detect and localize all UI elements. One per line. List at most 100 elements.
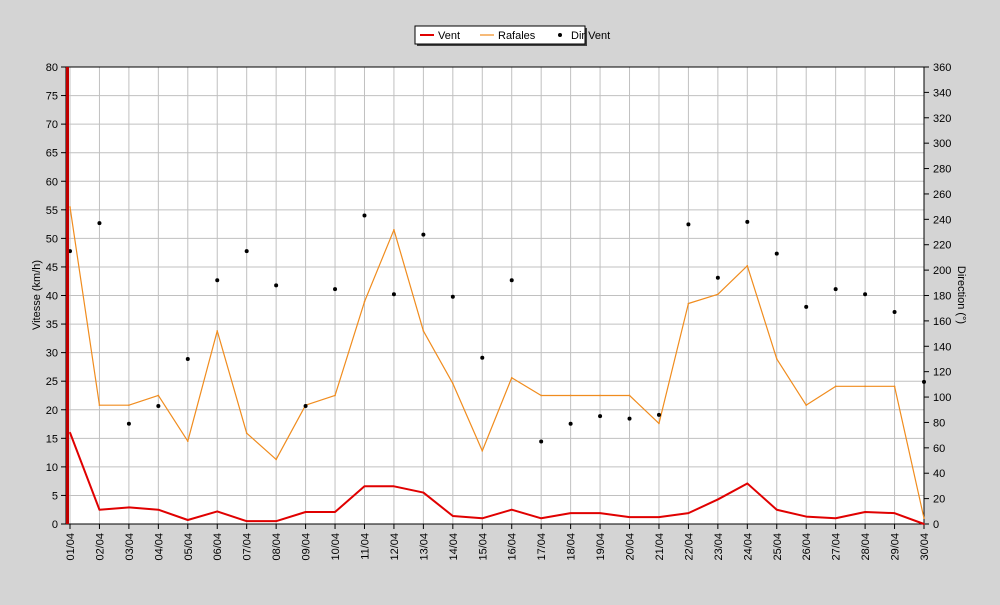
y-tick-label: 5 xyxy=(52,490,58,502)
cursor-marker xyxy=(66,67,69,524)
data-point-dir-vent xyxy=(715,275,720,280)
x-tick-label: 28/04 xyxy=(860,533,872,561)
y-tick-label: 50 xyxy=(46,233,58,245)
y2-tick-label: 20 xyxy=(933,494,945,506)
x-tick-label: 15/04 xyxy=(477,533,489,561)
legend-label-vent: Vent xyxy=(438,30,460,42)
data-point-rafales xyxy=(98,404,101,406)
y-axis-label: Vitesse (km/h) xyxy=(31,260,43,330)
data-point-vent xyxy=(186,519,189,521)
x-tick-label: 30/04 xyxy=(919,533,931,561)
data-point-dir-vent xyxy=(922,379,926,384)
data-point-dir-vent xyxy=(863,292,868,297)
y2-tick-label: 300 xyxy=(933,138,951,150)
data-point-dir-vent xyxy=(450,294,455,299)
data-point-vent xyxy=(275,520,277,522)
y-tick-label: 40 xyxy=(46,291,58,303)
y-tick-label: 45 xyxy=(46,262,58,274)
data-point-vent xyxy=(834,517,837,520)
data-point-dir-vent xyxy=(421,232,426,237)
y-tick-label: 80 xyxy=(46,62,58,74)
data-point-rafales xyxy=(186,440,189,442)
y2-tick-label: 100 xyxy=(933,392,951,404)
x-tick-label: 03/04 xyxy=(124,533,136,561)
data-point-vent xyxy=(569,512,572,514)
data-point-vent xyxy=(658,516,660,518)
data-point-rafales xyxy=(599,394,601,397)
data-point-vent xyxy=(69,431,71,434)
data-point-dir-vent xyxy=(745,219,750,224)
data-point-dir-vent xyxy=(598,414,603,419)
legend-label-dir-vent: Dir Vent xyxy=(571,30,610,42)
data-point-dir-vent xyxy=(656,412,661,417)
data-point-vent xyxy=(510,508,513,511)
y-tick-label: 35 xyxy=(46,319,58,331)
y2-tick-label: 340 xyxy=(933,87,951,99)
data-point-rafales xyxy=(334,394,336,397)
data-point-dir-vent xyxy=(215,278,220,283)
data-point-dir-vent xyxy=(568,421,573,426)
y-tick-label: 60 xyxy=(46,176,58,188)
y2-tick-label: 40 xyxy=(933,468,945,480)
data-point-vent xyxy=(805,515,808,518)
axes: 0 5 10 15 20 25 30 35 40 45 50 55 60 65 70 75 80 0 20 40 60 8… xyxy=(46,62,952,561)
y-tick-label: 15 xyxy=(46,433,58,445)
series-layer xyxy=(66,67,926,525)
data-point-rafales xyxy=(245,432,248,434)
data-point-dir-vent xyxy=(274,283,279,288)
y2-tick-label: 200 xyxy=(933,265,951,277)
data-point-vent xyxy=(393,485,395,488)
y-tick-label: 10 xyxy=(46,462,58,474)
legend-label-rafales: Rafales xyxy=(498,30,536,42)
y-tick-label: 0 xyxy=(52,519,58,531)
data-point-dir-vent xyxy=(833,287,838,292)
y2-tick-label: 220 xyxy=(933,240,951,252)
y2-tick-label: 360 xyxy=(933,62,951,74)
data-point-vent xyxy=(422,491,425,494)
data-point-rafales xyxy=(422,330,425,332)
data-point-dir-vent xyxy=(774,251,779,256)
x-tick-label: 09/04 xyxy=(301,533,313,561)
y2-tick-label: 180 xyxy=(933,291,951,303)
data-point-dir-vent xyxy=(303,403,308,408)
data-point-dir-vent xyxy=(509,278,514,283)
data-point-dir-vent xyxy=(391,292,396,297)
x-tick-label: 08/04 xyxy=(271,533,283,561)
data-point-rafales xyxy=(363,300,366,303)
x-tick-label: 06/04 xyxy=(212,533,224,561)
y-tick-label: 65 xyxy=(46,148,58,160)
y2-tick-label: 80 xyxy=(933,417,945,429)
data-point-vent xyxy=(893,512,896,514)
data-point-vent xyxy=(334,511,336,513)
legend-box xyxy=(414,25,586,45)
y2-tick-label: 60 xyxy=(933,443,945,455)
data-point-rafales xyxy=(628,394,631,397)
data-point-vent xyxy=(540,517,542,520)
x-tick-label: 29/04 xyxy=(890,533,902,561)
x-tick-label: 10/04 xyxy=(330,533,342,561)
y2-tick-label: 240 xyxy=(933,214,951,226)
x-tick-label: 17/04 xyxy=(536,533,548,561)
data-point-dir-vent xyxy=(627,416,632,421)
data-point-vent xyxy=(775,508,778,511)
x-tick-label: 19/04 xyxy=(595,533,607,561)
series-line-rafales xyxy=(69,206,925,519)
x-tick-label: 21/04 xyxy=(654,533,666,561)
data-point-vent xyxy=(717,498,719,501)
data-point-rafales xyxy=(775,358,778,360)
y-tick-label: 20 xyxy=(46,405,58,417)
data-point-dir-vent xyxy=(539,439,544,444)
y-tick-label: 75 xyxy=(46,91,58,103)
y2-tick-label: 140 xyxy=(933,341,951,353)
x-tick-label: 18/04 xyxy=(566,533,578,561)
data-point-vent xyxy=(599,512,601,514)
data-point-dir-vent xyxy=(686,222,691,227)
data-point-rafales xyxy=(805,404,808,406)
data-point-dir-vent xyxy=(362,213,367,218)
x-tick-label: 05/04 xyxy=(183,533,195,561)
data-point-rafales xyxy=(128,404,130,406)
y2-tick-label: 120 xyxy=(933,367,951,379)
data-point-dir-vent xyxy=(244,249,249,254)
data-point-vent xyxy=(98,508,101,511)
